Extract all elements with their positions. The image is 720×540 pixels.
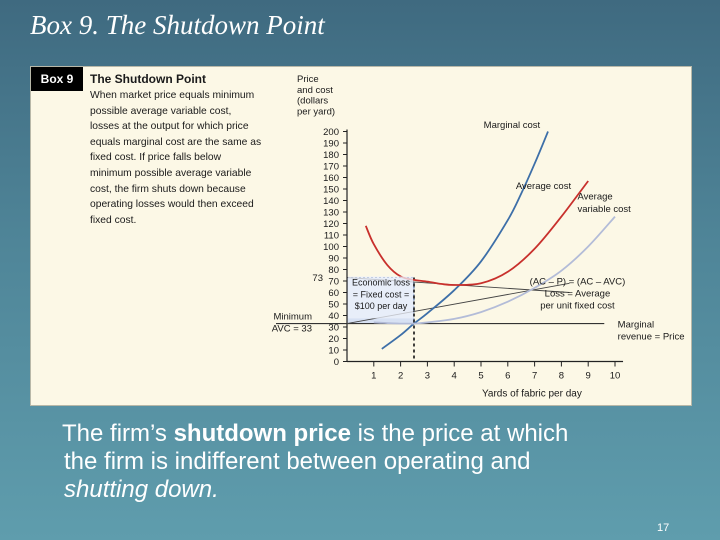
loss-explanation-label-line-2: Loss = Average — [545, 289, 611, 300]
axes: 0102030405060708090100110120130140150160… — [297, 74, 624, 400]
caption-line-3: shutting down. — [64, 476, 219, 503]
x-tick-label-6: 6 — [505, 371, 510, 382]
caption-pre: The firm’s — [62, 420, 174, 447]
x-tick-label-7: 7 — [532, 371, 537, 382]
marginal-cost-label: Marginal cost — [484, 120, 541, 131]
average-variable-cost-curve — [373, 215, 616, 325]
box-tag: Box 9 — [31, 67, 83, 91]
y-tick-label-170: 170 — [323, 162, 339, 173]
shutdown-point-chart: 0102030405060708090100110120130140150160… — [272, 74, 685, 400]
loss-explanation-label-line-3: per unit fixed cost — [540, 301, 615, 312]
y-tick-label-50: 50 — [328, 300, 339, 311]
figure-panel: Box 9 The Shutdown Point When market pri… — [30, 66, 692, 406]
marginal-cost-curve — [381, 131, 549, 350]
x-axis-label: Yards of fabric per day — [482, 389, 582, 400]
y-tick-label-90: 90 — [328, 254, 339, 265]
page-number: 17 — [657, 522, 670, 534]
y-tick-label-80: 80 — [328, 265, 339, 276]
loss-explanation-label-line-1: (AC – P) = (AC – AVC) — [530, 277, 626, 288]
y-tick-label-20: 20 — [328, 334, 339, 345]
marginal-revenue-label-line-2: revenue = Price — [618, 332, 685, 343]
y-tick-label-60: 60 — [328, 288, 339, 299]
y-tick-label-150: 150 — [323, 185, 339, 196]
y-tick-label-180: 180 — [323, 150, 339, 161]
marginal-revenue-label-line-1: Marginal — [618, 320, 654, 331]
x-tick-label-10: 10 — [610, 371, 621, 382]
y-tick-label-100: 100 — [323, 242, 339, 253]
y-tick-label-30: 30 — [328, 323, 339, 334]
y-tick-label-70: 70 — [328, 277, 339, 288]
box-heading: The Shutdown Point — [90, 72, 206, 86]
y-axis-label-line-2: and cost — [297, 85, 333, 96]
economic-loss-label-line-2: = Fixed cost = — [353, 289, 410, 299]
x-tick-label-4: 4 — [452, 371, 457, 382]
chart-labels: Marginal cost Average cost Average variable… — [272, 120, 685, 342]
caption-line-1: The firm’s shutdown price is the price a… — [62, 420, 682, 448]
y-tick-label-140: 140 — [323, 196, 339, 207]
economic-loss-label-line-1: Economic loss — [352, 277, 411, 287]
x-tick-label-5: 5 — [478, 371, 483, 382]
y-tick-label-0: 0 — [334, 357, 339, 368]
caption: The firm’s shutdown price is the price a… — [62, 420, 682, 504]
economic-loss-label-bg — [348, 276, 413, 319]
x-tick-label-8: 8 — [559, 371, 564, 382]
average-cost-curve — [364, 180, 589, 286]
average-variable-cost-label-line-2: variable cost — [577, 204, 631, 215]
minimum-avc-label-line-2: AVC = 33 — [272, 323, 312, 334]
caption-post: is the price at which — [350, 420, 569, 447]
y-tick-label-200: 200 — [323, 127, 339, 138]
y-tick-label-160: 160 — [323, 173, 339, 184]
y-tick-label-120: 120 — [323, 219, 339, 230]
y-tick-label-40: 40 — [328, 311, 339, 322]
average-cost-label: Average cost — [516, 181, 572, 192]
y-axis-label-line-1: Price — [297, 74, 319, 85]
x-tick-label-2: 2 — [398, 371, 403, 382]
y-tick-label-130: 130 — [323, 208, 339, 219]
x-tick-label-9: 9 — [586, 371, 591, 382]
economic-loss-label-line-3: $100 per day — [355, 301, 408, 311]
y-tick-label-190: 190 — [323, 139, 339, 150]
y-tick-label-10: 10 — [328, 346, 339, 357]
caption-term: shutdown price — [173, 420, 351, 447]
x-tick-label-3: 3 — [425, 371, 430, 382]
y-axis-label-line-4: per yard) — [297, 106, 335, 117]
caption-line-2: the firm is indifferent between operatin… — [64, 448, 531, 475]
y-axis-label-line-3: (dollars — [297, 96, 328, 107]
cost-curves — [364, 131, 616, 350]
minimum-avc-label-line-1: Minimum — [273, 312, 312, 323]
price-73-label: 73 — [312, 273, 323, 284]
box-body: When market price equals minimum possibl… — [90, 90, 262, 226]
y-tick-label-110: 110 — [324, 231, 339, 242]
x-tick-label-1: 1 — [371, 371, 376, 382]
average-variable-cost-label-line-1: Average — [577, 191, 612, 202]
slide-title: Box 9. The Shutdown Point — [30, 10, 325, 40]
